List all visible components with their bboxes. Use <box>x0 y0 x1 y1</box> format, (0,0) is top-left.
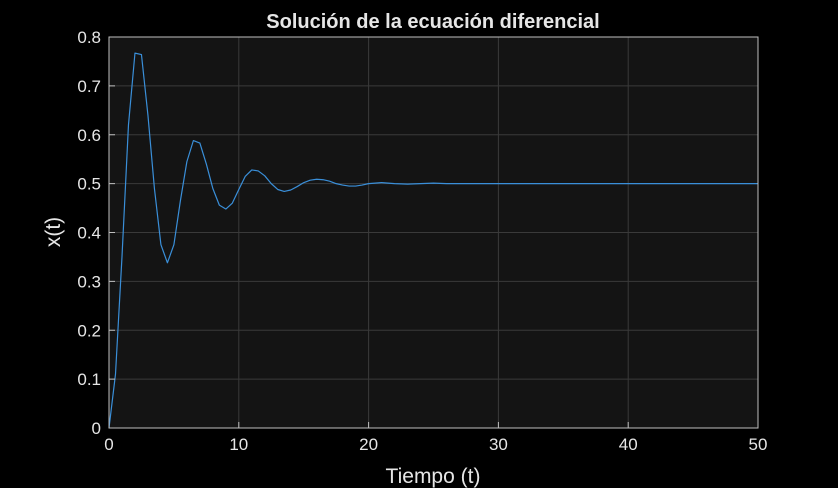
x-tick-label: 40 <box>619 435 638 454</box>
x-tick-label: 30 <box>489 435 508 454</box>
series-line <box>108 52 758 429</box>
y-tick-label: 0.1 <box>77 370 101 389</box>
ticks: 0 10 20 30 40 50 0 0.1 0.2 0.3 0.4 0.5 0.6 0.7 0.8 <box>77 28 767 454</box>
y-tick-label: 0.6 <box>77 126 101 145</box>
x-tick-label: 20 <box>359 435 378 454</box>
y-tick-label: 0.3 <box>77 272 101 291</box>
y-tick-label: 0.5 <box>77 175 101 194</box>
y-tick-label: 0 <box>92 419 101 438</box>
grid <box>109 37 758 428</box>
y-tick-label: 0.8 <box>77 28 101 47</box>
x-axis-label: Tiempo (t) <box>386 465 481 488</box>
x-tick-label: 10 <box>229 435 248 454</box>
y-axis-label: x(t) <box>42 217 65 247</box>
y-tick-label: 0.2 <box>77 321 101 340</box>
plot-area <box>108 52 758 429</box>
y-tick-label: 0.4 <box>77 224 101 243</box>
chart-title: Solución de la ecuación diferencial <box>266 11 599 33</box>
y-tick-label: 0.7 <box>77 77 101 96</box>
x-tick-label: 0 <box>104 435 113 454</box>
x-tick-label: 50 <box>749 435 768 454</box>
